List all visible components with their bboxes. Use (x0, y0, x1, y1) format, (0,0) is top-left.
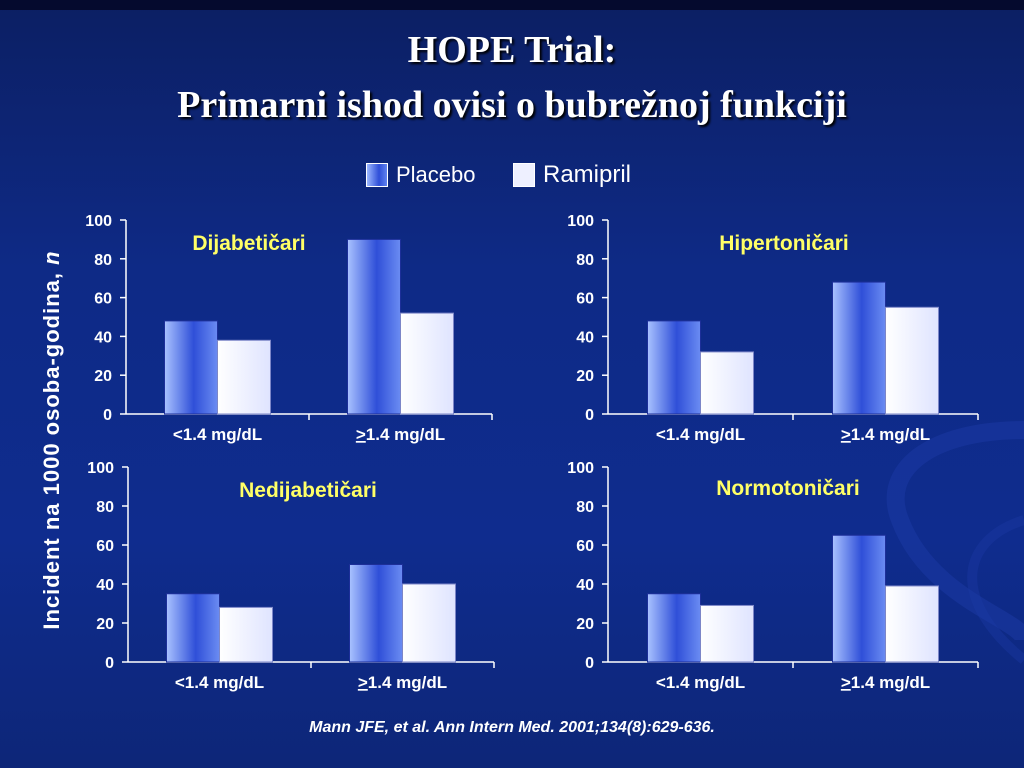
x-tick-label: >1.4 mg/dL (356, 425, 445, 444)
y-tick-label: 60 (576, 291, 594, 308)
bar-placebo (166, 593, 220, 663)
y-tick-label: 60 (576, 538, 594, 555)
legend-label-placebo: Placebo (396, 162, 476, 187)
legend-swatch-ramipril (513, 163, 535, 187)
y-tick-label: 100 (87, 460, 114, 477)
y-tick-label: 60 (94, 291, 112, 308)
y-tick-label: 0 (585, 407, 594, 424)
bar-ramipril (700, 604, 754, 663)
legend-item-placebo: Placebo (366, 160, 476, 190)
bar-placebo (349, 564, 403, 663)
y-tick-label: 20 (576, 616, 594, 633)
y-tick-label: 40 (96, 577, 114, 594)
legend-label-ramipril: Ramipril (543, 161, 632, 188)
bar-placebo (164, 320, 218, 415)
y-tick-label: 40 (576, 329, 594, 346)
x-tick-label: <1.4 mg/dL (656, 673, 745, 692)
bar-ramipril (885, 585, 939, 663)
bar-ramipril (700, 351, 754, 415)
bar-ramipril (217, 339, 271, 415)
x-tick-label: >1.4 mg/dL (841, 425, 930, 444)
y-tick-label: 20 (576, 368, 594, 385)
y-tick-label: 80 (96, 499, 114, 516)
citation: Mann JFE, et al. Ann Intern Med. 2001;13… (309, 719, 715, 736)
slide-subtitle: Primarni ishod ovisi o bubrežnoj funkcij… (177, 84, 847, 126)
bar-placebo (832, 281, 886, 415)
x-tick-label: <1.4 mg/dL (173, 425, 262, 444)
bar-placebo (647, 320, 701, 415)
panel-title: Nedijabetičari (239, 479, 377, 502)
y-tick-label: 20 (94, 368, 112, 385)
bar-ramipril (400, 312, 454, 415)
y-tick-label: 80 (576, 252, 594, 269)
y-tick-label: 40 (576, 577, 594, 594)
y-tick-label: 100 (85, 213, 112, 230)
y-tick-label: 100 (567, 460, 594, 477)
legend-swatch-placebo (366, 163, 388, 187)
bar-ramipril (219, 606, 273, 663)
panel-title: Dijabetičari (192, 232, 305, 255)
y-tick-label: 20 (96, 616, 114, 633)
bar-ramipril (402, 583, 456, 663)
bar-ramipril (885, 306, 939, 415)
y-tick-label: 80 (94, 252, 112, 269)
bar-placebo (647, 593, 701, 663)
panel-title: Normotoničari (716, 477, 860, 500)
top-band (0, 0, 1024, 10)
x-tick-label: >1.4 mg/dL (841, 673, 930, 692)
y-tick-label: 0 (585, 655, 594, 672)
y-tick-label: 80 (576, 499, 594, 516)
x-tick-label: >1.4 mg/dL (358, 673, 447, 692)
y-tick-label: 100 (567, 213, 594, 230)
bar-placebo (347, 238, 401, 415)
y-tick-label: 0 (105, 655, 114, 672)
y-tick-label: 40 (94, 329, 112, 346)
panel-title: Hipertoničari (719, 232, 849, 255)
legend-item-ramipril: Ramipril (513, 160, 631, 190)
y-tick-label: 0 (103, 407, 112, 424)
x-tick-label: <1.4 mg/dL (175, 673, 264, 692)
y-tick-label: 60 (96, 538, 114, 555)
x-tick-label: <1.4 mg/dL (656, 425, 745, 444)
bar-placebo (832, 534, 886, 663)
slide-title: HOPE Trial: (407, 29, 617, 71)
